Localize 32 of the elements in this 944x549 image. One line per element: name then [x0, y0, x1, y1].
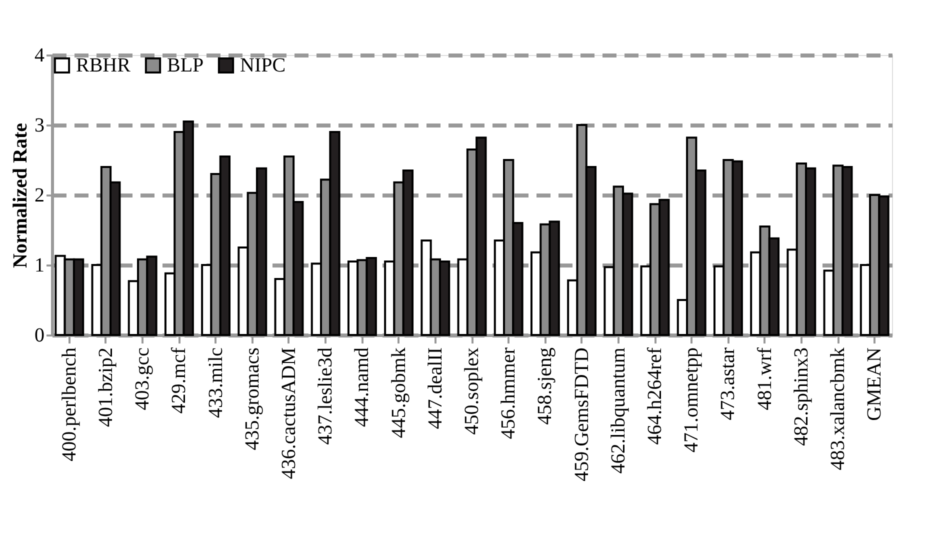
x-tick-label: 464.h264ref: [644, 347, 666, 445]
y-tick-label: 3: [34, 114, 44, 136]
y-tick-label: 2: [34, 184, 44, 206]
x-tick-label: 456.hmmer: [498, 347, 520, 440]
y-tick-label: 0: [34, 324, 44, 346]
x-tick-label: GMEAN: [864, 348, 886, 421]
x-tick-label: 447.dealII: [424, 348, 446, 430]
x-tick-label: 482.sphinx3: [790, 348, 812, 446]
x-tick-label: 445.gobmk: [388, 348, 410, 438]
y-tick-label: 4: [34, 44, 44, 66]
x-tick-label: 458.sjeng: [534, 348, 556, 425]
x-tick-label: 459.GemsFDTD: [570, 348, 593, 482]
x-tick-label: 462.libquantum: [607, 347, 630, 474]
x-tick-label: 436.cactusADM: [278, 347, 300, 480]
x-tick-label: 400.perlbench: [58, 348, 80, 462]
x-tick-label: 403.gcc: [132, 347, 154, 410]
x-tick-label: 437.leslie3d: [314, 348, 337, 445]
x-tick-label: 471.omnetpp: [680, 348, 703, 452]
x-tick-label: 481.wrf: [754, 347, 776, 410]
y-tick-label: 1: [34, 254, 44, 276]
legend-label: BLP: [167, 54, 204, 76]
x-tick-label: 429.mcf: [168, 347, 190, 414]
x-tick-label: 473.astar: [717, 347, 740, 420]
x-tick-label: 483.xalancbmk: [827, 348, 850, 470]
x-tick-label: 433.milc: [204, 347, 227, 418]
x-tick-label: 450.soplex: [461, 348, 483, 435]
x-tick-label: 435.gromacs: [241, 347, 264, 450]
legend-label: RBHR: [76, 54, 132, 76]
x-tick-label: 444.namd: [351, 348, 374, 427]
x-tick-label: 401.bzip2: [94, 348, 117, 427]
y-axis-title: Normalized Rate: [10, 122, 32, 268]
legend-label: NIPC: [240, 54, 286, 76]
